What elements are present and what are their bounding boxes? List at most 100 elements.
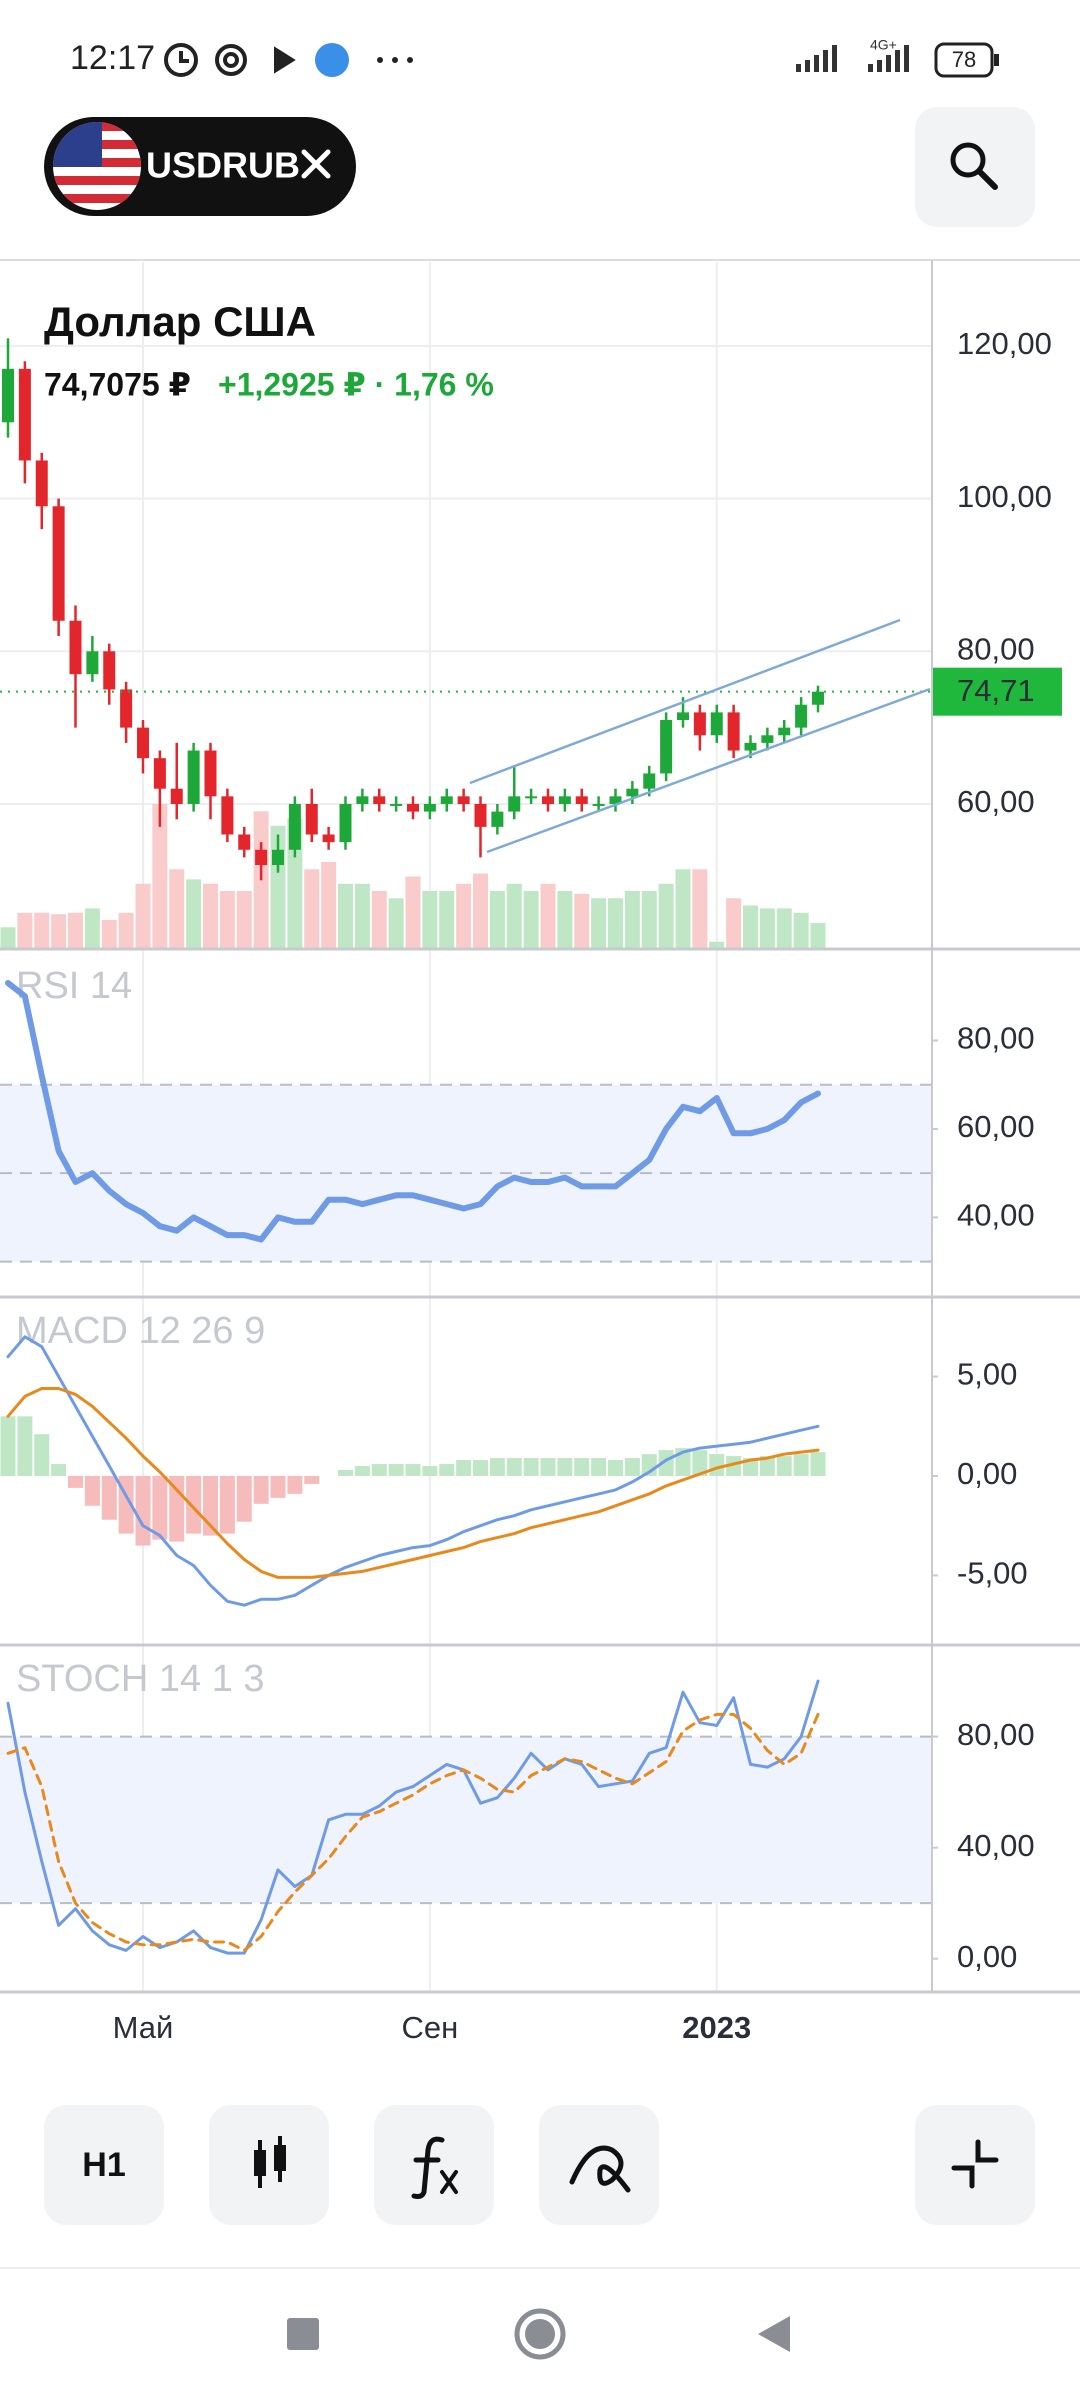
histogram-bar [0, 1416, 16, 1476]
volume-bar [186, 879, 202, 949]
y-tick-label: 80,00 [957, 1717, 1035, 1752]
indicator-line [6, 1335, 820, 1607]
volume-bar [776, 908, 792, 949]
volume-bar [135, 883, 151, 949]
candle-body [508, 796, 521, 812]
candle-body [120, 689, 133, 728]
x-tick-label: 2023 [682, 2010, 751, 2045]
collapse-button[interactable] [915, 2105, 1035, 2225]
volume-bar [641, 891, 657, 949]
candle-body [204, 750, 217, 797]
candle-body [238, 834, 251, 850]
volume-bar [219, 891, 235, 949]
volume-bar [743, 905, 758, 949]
battery [934, 42, 994, 78]
histogram-bar [523, 1458, 539, 1476]
volume-bar [0, 927, 16, 949]
instrument-name: Доллар США [44, 298, 316, 345]
drawing-button[interactable] [539, 2105, 659, 2225]
y-tick-label: 0,00 [957, 1456, 1017, 1491]
candle-body [373, 796, 386, 804]
candle-body [18, 368, 31, 461]
y-tick-label: 120,00 [957, 326, 1052, 361]
candle-body [761, 735, 774, 743]
candle-body [558, 796, 571, 804]
histogram-bar [219, 1475, 235, 1534]
candle-body [660, 720, 673, 774]
symbol-pill[interactable]: USDRUB [44, 117, 356, 221]
histogram-bar [405, 1464, 421, 1476]
volume-bar [84, 908, 100, 949]
nav-recents[interactable] [287, 2318, 319, 2350]
candle-body [440, 796, 453, 804]
volume-bar [338, 883, 353, 949]
volume-bar [17, 912, 33, 949]
x-tick-label: Май [113, 2010, 174, 2045]
battery-level: 78 [952, 47, 976, 72]
volume-bar [152, 804, 168, 949]
status-time: 12:17 [70, 39, 155, 77]
histogram-bar [34, 1434, 50, 1476]
candle-body [592, 803, 605, 806]
histogram-bar [574, 1458, 590, 1476]
candle-body [710, 712, 723, 736]
indicator-line [6, 1679, 820, 1955]
nav-back[interactable] [758, 2316, 790, 2352]
volume-bar [709, 941, 725, 949]
candle-body [626, 788, 639, 797]
status-icons [164, 43, 413, 77]
instrument-price: 74,7075 ₽ [44, 366, 191, 402]
candle-body [778, 727, 791, 736]
histogram-bar [152, 1475, 168, 1540]
candle-body [69, 620, 82, 675]
volume-bar [489, 891, 505, 949]
volume-bar [68, 912, 83, 949]
candle-body [288, 803, 301, 850]
nav-home[interactable] [514, 2308, 566, 2360]
histogram-bar [810, 1452, 826, 1476]
indicator-line [6, 1387, 820, 1579]
candle-body [52, 506, 65, 621]
chart-type-button[interactable] [209, 2105, 329, 2225]
indicators-button[interactable] [374, 2105, 494, 2225]
candle-body [390, 803, 403, 806]
interval: H1 [82, 2146, 125, 2184]
volume-bar [675, 869, 691, 949]
histogram-bar [338, 1470, 353, 1476]
volume-bar [523, 891, 539, 949]
volume-bar [658, 883, 674, 949]
last-price-badge [932, 667, 1062, 716]
volume-bar [506, 883, 522, 949]
histogram-bar [540, 1458, 556, 1476]
network-type: 4G+ [870, 37, 897, 53]
histogram-bar [743, 1458, 758, 1476]
interval-button[interactable]: H1 [44, 2105, 164, 2225]
y-tick-label: 60,00 [957, 1109, 1035, 1144]
histogram-bar [776, 1456, 792, 1476]
y-tick-label: 0,00 [957, 1939, 1017, 1974]
volume-bar [388, 898, 404, 949]
volume-bar [473, 873, 488, 949]
volume-bar [118, 912, 134, 949]
indicator-title: RSI 14 [16, 965, 132, 1007]
candle-body [457, 796, 470, 804]
volume-bar [692, 869, 708, 949]
candle-body [356, 796, 369, 804]
volume-bar [203, 883, 218, 949]
histogram-bar [709, 1454, 725, 1476]
histogram-bar [473, 1460, 488, 1476]
volume-bar [608, 898, 623, 949]
histogram-bar [608, 1460, 623, 1476]
candle-body [305, 803, 318, 835]
search-button[interactable] [915, 107, 1035, 227]
candle-body [744, 742, 757, 751]
volume-bar [591, 898, 607, 949]
battery-tip [994, 54, 999, 66]
volume-bar [456, 883, 472, 949]
candle-body [795, 704, 808, 728]
candle-body [609, 796, 622, 804]
histogram-bar [101, 1475, 117, 1520]
volume-bar [34, 912, 50, 949]
histogram-bar [68, 1475, 83, 1488]
